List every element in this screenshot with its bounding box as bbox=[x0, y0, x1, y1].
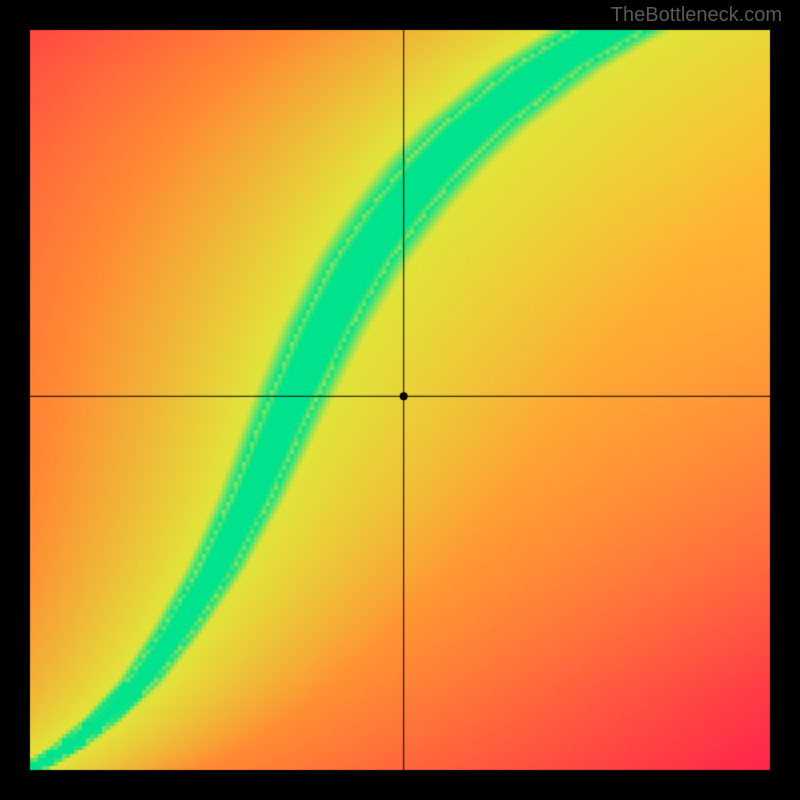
watermark-text: TheBottleneck.com bbox=[611, 4, 782, 27]
heatmap-canvas bbox=[0, 0, 800, 800]
chart-container: TheBottleneck.com bbox=[0, 0, 800, 800]
